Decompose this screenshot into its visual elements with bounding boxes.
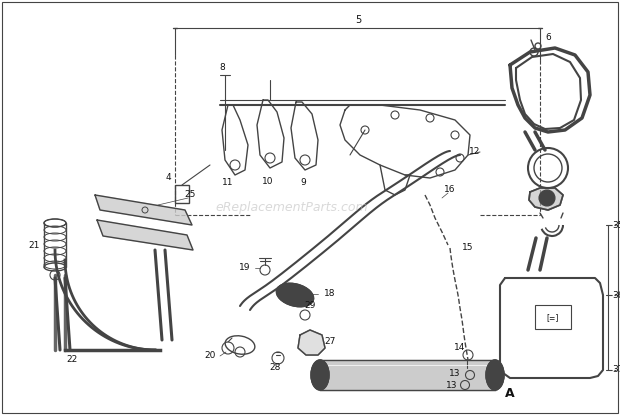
Text: 13: 13	[450, 369, 461, 378]
Circle shape	[539, 190, 555, 206]
Text: 27: 27	[324, 337, 335, 347]
Text: 9: 9	[300, 178, 306, 188]
Bar	[535, 305, 571, 329]
Bar	[175, 185, 189, 203]
Text: 29: 29	[304, 302, 316, 310]
Text: 20: 20	[205, 351, 216, 359]
Text: 28: 28	[269, 364, 281, 373]
Text: 11: 11	[222, 178, 234, 188]
Text: 37: 37	[612, 366, 620, 374]
Ellipse shape	[486, 360, 504, 390]
Polygon shape	[298, 330, 325, 355]
Text: 25: 25	[184, 190, 196, 200]
Text: 35: 35	[612, 220, 620, 229]
Text: 6: 6	[545, 34, 551, 42]
Text: eReplacementParts.com: eReplacementParts.com	[215, 201, 368, 214]
Text: 12: 12	[469, 147, 481, 156]
Text: 15: 15	[463, 244, 474, 252]
Text: 18: 18	[324, 290, 336, 298]
Text: 16: 16	[445, 186, 456, 195]
Ellipse shape	[277, 283, 314, 307]
Text: 5: 5	[355, 15, 361, 25]
Text: 22: 22	[66, 356, 78, 364]
Text: A: A	[505, 386, 515, 400]
Text: 19: 19	[239, 264, 250, 273]
Text: 36: 36	[612, 290, 620, 300]
Polygon shape	[320, 360, 495, 390]
Text: 8: 8	[219, 63, 225, 73]
Text: [=]: [=]	[547, 313, 559, 322]
Text: 4: 4	[165, 173, 171, 183]
Polygon shape	[529, 188, 563, 210]
Text: 14: 14	[454, 342, 466, 352]
Polygon shape	[97, 220, 193, 250]
Polygon shape	[95, 195, 192, 225]
Text: 10: 10	[262, 178, 274, 186]
Text: 13: 13	[446, 381, 458, 390]
Text: 21: 21	[29, 241, 40, 249]
Ellipse shape	[311, 360, 329, 390]
